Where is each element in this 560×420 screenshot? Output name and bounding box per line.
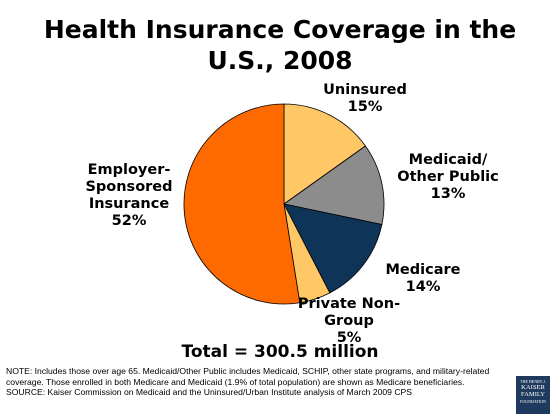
logo-line4: FOUNDATION: [520, 398, 546, 404]
slice-label-medicare: Medicare 14%: [385, 262, 461, 295]
footnotes: NOTE: Includes those over age 65. Medica…: [6, 366, 496, 398]
pie-slice-medicare: [283, 203, 383, 294]
note-text: NOTE: Includes those over age 65. Medica…: [6, 366, 490, 387]
slice-label-employer-sponsored: Employer- Sponsored Insurance 52%: [85, 162, 173, 229]
chart-title: Health Insurance Coverage in the U.S., 2…: [43, 15, 517, 75]
logo-line1: THE HENRY J.: [520, 379, 546, 384]
source-text: SOURCE: Kaiser Commission on Medicaid an…: [6, 387, 413, 398]
logo-line2: KAISER: [521, 384, 545, 391]
slice-label-uninsured: Uninsured 15%: [323, 82, 407, 115]
pie-slice-employer-sponsored-insurance: [183, 103, 301, 305]
pie-slice-medicaid-other-public: [283, 145, 385, 225]
kaiser-family-foundation-logo: THE HENRY J. KAISER FAMILY FOUNDATION: [516, 376, 550, 414]
logo-line3: FAMILY: [520, 391, 546, 399]
slice-label-medicaid-other-public: Medicaid/ Other Public 13%: [397, 152, 499, 202]
chart-total: Total = 300.5 million: [181, 342, 379, 362]
pie-slice-uninsured: [283, 103, 367, 205]
slice-label-private-non-group: Private Non- Group 5%: [297, 296, 401, 346]
